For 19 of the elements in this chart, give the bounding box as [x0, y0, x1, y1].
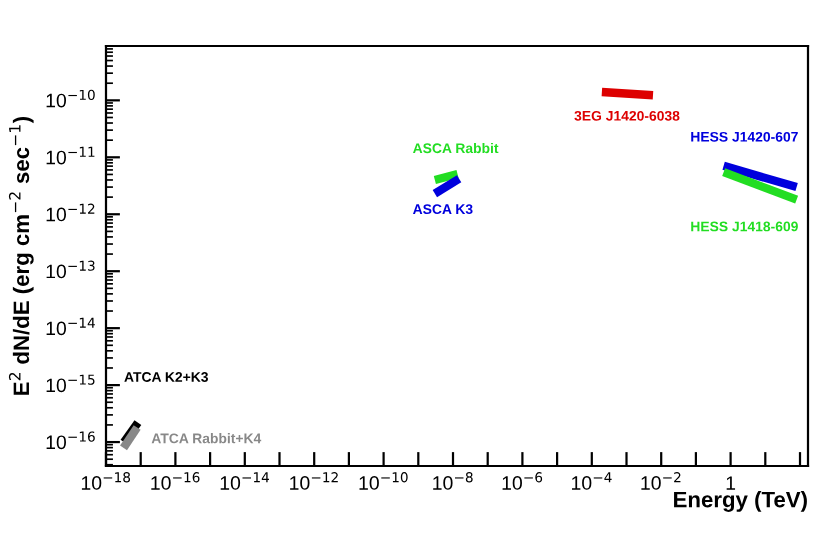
x-tick-label: 10$^{−8}$	[433, 472, 473, 490]
x-tick-label: 10$^{−12}$	[290, 472, 338, 490]
x-tick-label: 1	[726, 476, 736, 490]
y-tick-label: 10$^{−15}$	[46, 374, 95, 393]
y-tick-label: 10$^{−12}$	[46, 203, 95, 222]
y-axis-title: E$^{2}$ dN/dE (erg cm$^{−2}$ sec$^{−1}$)	[8, 116, 34, 395]
x-axis-title: Energy (TeV)	[674, 491, 807, 512]
x-tick-label: 10$^{−2}$	[641, 472, 681, 490]
x-tick-label: 10$^{−4}$	[571, 472, 612, 490]
x-tick-label: 10$^{−10}$	[359, 472, 408, 490]
y-tick-label: 10$^{−13}$	[46, 260, 95, 279]
y-tick-label: 10$^{−11}$	[46, 146, 95, 165]
x-tick-label: 10$^{−16}$	[151, 472, 200, 490]
x-tick-label: 10$^{−6}$	[502, 472, 543, 490]
x-tick-label: 10$^{−14}$	[220, 472, 270, 490]
y-tick-label: 10$^{−16}$	[46, 431, 95, 450]
y-tick-label: 10$^{−14}$	[46, 317, 95, 336]
y-tick-label: 10$^{−10}$	[46, 89, 95, 108]
x-tick-label: 10$^{−18}$	[81, 472, 131, 490]
